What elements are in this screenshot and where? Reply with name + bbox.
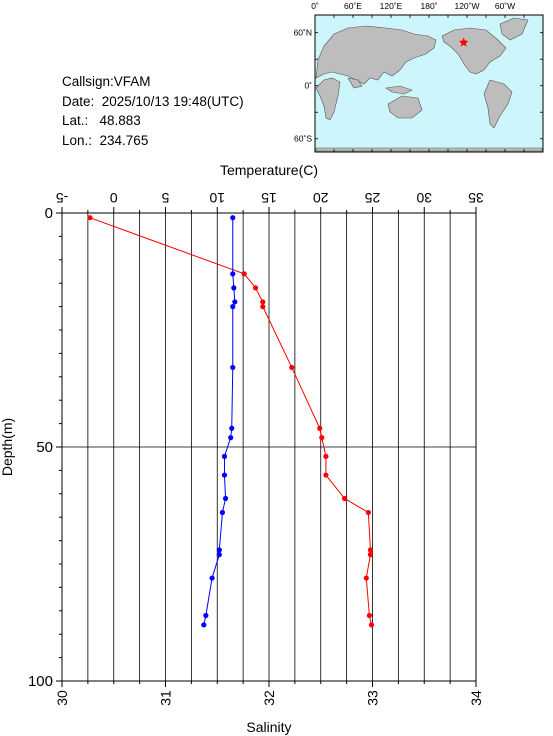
depth-tick-label: 100	[28, 673, 53, 690]
map-lat-label: 60˚S	[294, 134, 312, 144]
map-axis-labels: 0˚ 60˚E 120˚E 180˚ 120˚W 60˚W 60˚N 0˚ 60˚S	[294, 1, 515, 144]
temperature-data-point	[260, 299, 266, 305]
salinity-tick-label: 30	[54, 690, 70, 706]
plot-frame	[61, 212, 477, 682]
temperature-data-point	[341, 495, 348, 502]
map-lat-label: 60˚N	[294, 28, 312, 38]
map-lon-label: 60˚W	[495, 1, 515, 11]
map-lon-label: 0˚	[311, 1, 319, 11]
salinity-tick-label: 31	[158, 690, 174, 706]
series-points	[87, 215, 375, 628]
temperature-data-point	[367, 547, 374, 553]
temperature-tick-label: 15	[261, 190, 277, 206]
temperature-tick-label: 10	[209, 190, 225, 206]
temperature-tick-label: 20	[313, 190, 329, 206]
map-land	[315, 17, 543, 152]
temperature-data-point	[323, 453, 329, 459]
temperature-tick-label: 35	[468, 190, 484, 206]
salinity-data-point	[221, 472, 228, 478]
longitude-text: Lon.: 234.765	[62, 132, 149, 148]
salinity-data-point	[232, 299, 238, 305]
salinity-data-point	[216, 547, 222, 553]
salinity-data-point	[230, 271, 236, 277]
temperature-data-point	[367, 552, 374, 558]
temperature-data-point	[260, 304, 266, 310]
chart-grid	[62, 213, 476, 681]
latitude-text: Lat.: 48.883	[62, 113, 141, 129]
salinity-profile-line	[203, 217, 236, 625]
location-map: 0˚ 60˚E 120˚E 180˚ 120˚W 60˚W 60˚N 0˚ 60˚S	[294, 1, 544, 153]
depth-tick-label: 0	[45, 205, 53, 222]
map-lon-label: 120˚E	[380, 1, 403, 11]
temperature-data-point	[87, 215, 93, 221]
temperature-data-point	[368, 622, 375, 628]
map-frame-ticks	[314, 15, 544, 152]
salinity-data-point	[230, 215, 236, 221]
station-info: Callsign:VFAM Date: 2025/10/13 19:48(UTC…	[62, 72, 244, 150]
salinity-data-point	[230, 364, 236, 371]
salinity-tick-label: 34	[468, 690, 484, 706]
salinity-data-point	[203, 612, 209, 619]
series-lines	[89, 217, 372, 625]
station-star-icon	[458, 37, 469, 47]
temperature-data-point	[317, 425, 323, 431]
callsign-text: Callsign:VFAM	[62, 74, 151, 89]
temperature-tick-label: 25	[365, 190, 381, 206]
temperature-tick-label: 5	[161, 190, 169, 206]
salinity-data-point	[221, 453, 228, 459]
salinity-data-point	[201, 622, 207, 628]
temperature-tick-label: 30	[416, 190, 432, 206]
map-lon-label: 180˚	[420, 1, 437, 11]
salinity-tick-label: 33	[365, 690, 381, 706]
salinity-axis-title: Salinity	[246, 719, 291, 735]
salinity-data-point	[229, 425, 235, 431]
salinity-axis-ticks: 30 31 32 33 34	[54, 681, 484, 706]
temperature-data-point	[319, 435, 325, 441]
station-marker-icon	[458, 37, 469, 47]
salinity-data-point	[222, 495, 229, 502]
temperature-tick-label: 0	[110, 190, 118, 206]
salinity-data-point	[209, 575, 215, 581]
salinity-data-point	[216, 552, 222, 558]
depth-tick-label: 50	[36, 439, 53, 456]
salinity-data-point	[228, 435, 234, 441]
temperature-tick-label: -5	[56, 190, 69, 206]
temperature-axis-title: Temperature(C)	[220, 162, 318, 178]
salinity-data-point	[219, 509, 226, 516]
map-lon-label: 60˚E	[344, 1, 362, 11]
map-lat-label: 0˚	[304, 81, 312, 91]
temperature-data-point	[289, 364, 295, 371]
temperature-data-point	[365, 509, 371, 516]
salinity-tick-label: 32	[261, 690, 277, 706]
temperature-data-point	[241, 271, 247, 277]
salinity-data-point	[230, 304, 236, 310]
salinity-data-point	[231, 285, 237, 291]
temperature-data-point	[363, 575, 369, 581]
depth-axis-title: Depth(m)	[0, 418, 15, 476]
temperature-profile-line	[89, 217, 372, 625]
date-text: Date: 2025/10/13 19:48(UTC)	[62, 93, 244, 109]
temperature-axis-ticks: -5 0 5 10 15 20 25 30 35	[56, 190, 484, 213]
temperature-data-point	[366, 612, 372, 619]
depth-axis-ticks: 0 50 100	[28, 205, 62, 690]
temperature-data-point	[252, 285, 259, 291]
map-lon-label: 120˚W	[454, 1, 479, 11]
temperature-data-point	[323, 472, 329, 478]
